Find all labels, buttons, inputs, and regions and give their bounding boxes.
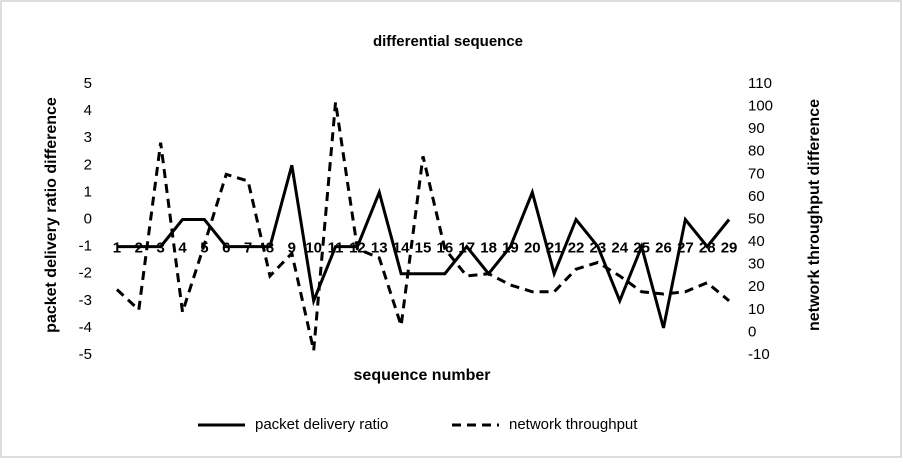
y-tick-label: -4 [79,319,92,336]
chart-title: differential sequence [373,33,523,50]
x-tick-label: 13 [371,240,388,257]
y-tick-label: -1 [79,238,92,255]
x-tick-label: 29 [721,240,738,257]
x-tick-label: 8 [266,240,274,257]
y2-tick-label: 110 [748,75,772,92]
y2-tick-label: 30 [748,256,765,273]
y2-tick-label: 70 [748,165,765,182]
y2-tick-label: 0 [748,323,756,340]
x-tick-label: 11 [328,240,344,257]
y-tick-label: -2 [79,265,92,282]
x-tick-label: 26 [655,240,672,257]
x-tick-label: 16 [437,240,454,257]
legend-label: network throughput [509,416,638,433]
x-tick-label: 28 [699,240,716,257]
y2-tick-label: -10 [748,346,770,363]
y-tick-label: 5 [84,75,92,92]
y2-tick-label: 10 [748,301,765,318]
y-tick-label: 4 [84,102,92,119]
x-tick-label: 15 [415,240,432,257]
y2-axis-title: network throughput difference [806,99,823,331]
y-tick-label: 0 [84,210,92,227]
y2-tick-label: 40 [748,233,765,250]
y-tick-label: 3 [84,129,92,146]
x-tick-label: 7 [244,240,252,257]
x-axis-title: sequence number [354,367,491,384]
y2-tick-label: 90 [748,120,765,137]
x-tick-label: 22 [568,240,585,257]
x-tick-label: 9 [288,240,296,257]
x-tick-label: 12 [349,240,366,257]
x-tick-label: 4 [178,240,187,257]
x-tick-label: 24 [611,240,628,257]
x-tick-label: 21 [546,240,563,257]
x-tick-label: 27 [677,240,694,257]
y2-tick-label: 20 [748,278,765,295]
y-tick-label: 2 [84,156,92,173]
legend-label: packet delivery ratio [255,416,388,433]
y-tick-label: -5 [79,346,92,363]
series-line [116,164,731,329]
y-axis-title: packet delivery ratio difference [43,97,60,333]
x-tick-label: 17 [458,240,475,257]
y2-tick-label: 80 [748,143,765,160]
x-tick-label: 14 [393,240,410,257]
x-tick-label: 20 [524,240,541,257]
x-tick-label: 23 [590,240,607,257]
y2-tick-label: 100 [748,98,773,115]
x-tick-label: 1 [113,240,121,257]
x-tick-label: 25 [633,240,650,257]
x-tick-label: 6 [222,240,230,257]
x-tick-label: 3 [156,240,164,257]
x-tick-label: 19 [502,240,519,257]
x-tick-label: 10 [305,240,322,257]
x-tick-label: 18 [480,240,497,257]
y2-tick-label: 50 [748,210,765,227]
y-tick-label: -3 [79,292,92,309]
series-line [115,101,731,351]
y-tick-label: 1 [84,183,92,200]
y2-tick-label: 60 [748,188,765,205]
x-tick-label: 5 [200,240,208,257]
x-tick-label: 2 [135,240,143,257]
